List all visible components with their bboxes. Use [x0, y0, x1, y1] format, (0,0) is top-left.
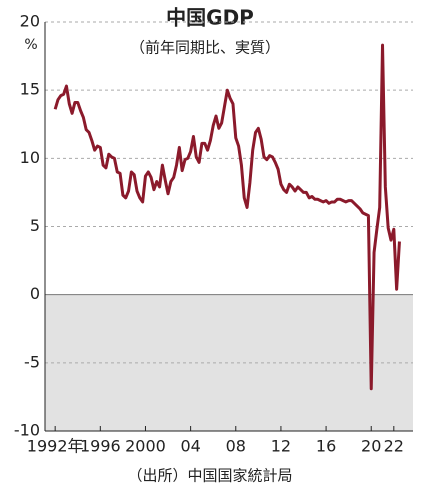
chart-title: 中国GDP — [166, 6, 254, 30]
source: （出所）中国国家統計局 — [127, 467, 292, 485]
y-unit: % — [24, 37, 37, 53]
chart-subtitle: （前年同期比、実質） — [130, 39, 280, 57]
series-line — [53, 43, 401, 391]
x-tick-label: 04 — [180, 437, 200, 456]
x-tick-label: 16 — [316, 437, 336, 456]
x-tick-label: 20 — [361, 437, 381, 456]
x-tick-label: 2000 — [125, 437, 166, 456]
y-tick-label: -10 — [14, 421, 40, 440]
y-tick-label: 0 — [30, 284, 40, 303]
y-tick-label: 5 — [30, 216, 40, 235]
x-tick-label: 1996 — [80, 437, 121, 456]
x-tick-label: 12 — [271, 437, 291, 456]
x-tick-label: 22 — [384, 437, 404, 456]
y-tick-label: -5 — [24, 352, 40, 371]
y-tick-label: 20 — [20, 12, 40, 31]
x-tick-label: 08 — [226, 437, 246, 456]
y-tick-label: 15 — [20, 80, 40, 99]
y-tick-label: 10 — [20, 148, 40, 167]
x-tick-label: 1992年 — [27, 437, 84, 456]
